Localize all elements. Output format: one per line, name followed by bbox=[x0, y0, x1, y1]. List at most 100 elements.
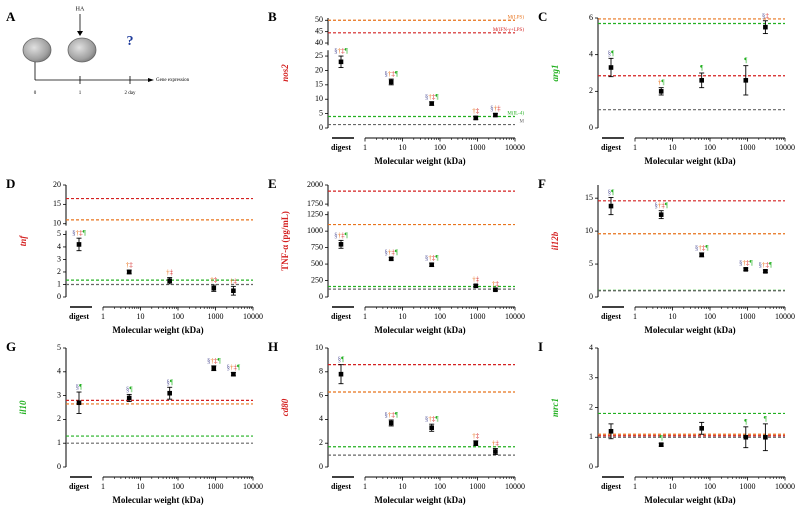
cell bbox=[67, 37, 97, 63]
significance-symbol: ¶ bbox=[435, 92, 439, 100]
significance-symbol: ¶ bbox=[217, 356, 221, 364]
point bbox=[699, 252, 704, 258]
x-tick-label: 10 bbox=[669, 482, 677, 491]
significance-symbol: ¶ bbox=[744, 56, 748, 64]
significance-symbol: ‡ bbox=[170, 268, 174, 276]
panel-a: A HA ? 0 1 2 day Gene expression bbox=[6, 6, 190, 96]
significance-symbol: ‡ bbox=[341, 47, 345, 55]
x-axis-label: Molecular weight (kDa) bbox=[644, 156, 735, 166]
point bbox=[763, 434, 768, 440]
significance: §†‡ bbox=[490, 104, 501, 112]
significance-symbol: ¶ bbox=[83, 229, 87, 237]
y-tick-label: 6 bbox=[589, 13, 593, 22]
point bbox=[658, 212, 664, 217]
point bbox=[388, 79, 394, 85]
significance-symbol: † bbox=[230, 277, 234, 285]
significance: §†‡¶ bbox=[207, 356, 222, 364]
x-tick-label: 1 bbox=[363, 143, 367, 152]
significance-symbol: † bbox=[388, 411, 392, 419]
significance: †‡ bbox=[472, 275, 480, 283]
y-tick-label: 4 bbox=[57, 367, 61, 376]
significance-symbol: † bbox=[494, 104, 498, 112]
point bbox=[743, 434, 749, 440]
y-tick-label: 250 bbox=[311, 275, 323, 284]
panel-label: F bbox=[538, 176, 546, 191]
x-tick-label: 10 bbox=[137, 312, 145, 321]
significance-symbol: ¶ bbox=[435, 415, 439, 423]
significance-symbol: ‡ bbox=[234, 363, 238, 371]
significance-symbol: ¶ bbox=[395, 411, 399, 419]
significance-symbol: § bbox=[490, 104, 494, 112]
significance-symbol: ¶ bbox=[611, 188, 615, 196]
x-tick-label: 100 bbox=[704, 482, 716, 491]
x-axis-label: Molecular weight (kDa) bbox=[374, 156, 465, 166]
arrow-head bbox=[77, 31, 83, 36]
significance: §†‡¶ bbox=[384, 248, 399, 256]
significance-symbol: § bbox=[608, 188, 612, 196]
significance: §¶ bbox=[166, 378, 174, 386]
significance: §†‡¶ bbox=[334, 231, 349, 239]
x-tick-label: 1000 bbox=[470, 482, 486, 491]
panel-label: G bbox=[6, 339, 16, 354]
significance-symbol: ‡ bbox=[497, 104, 501, 112]
y-tick-label: 15 bbox=[315, 80, 323, 89]
significance-symbol: § bbox=[384, 248, 388, 256]
significance-symbol: ¶ bbox=[611, 49, 615, 57]
y-tick-label: 10 bbox=[315, 343, 323, 352]
x-tick-label: 10 bbox=[399, 143, 407, 152]
significance-symbol: ‡ bbox=[495, 279, 499, 287]
digest-label: digest bbox=[331, 143, 351, 152]
significance-symbol: ¶ bbox=[395, 70, 399, 78]
digest-label: digest bbox=[331, 482, 351, 491]
y-tick-label: 5 bbox=[319, 108, 323, 117]
significance-symbol: § bbox=[384, 70, 388, 78]
point bbox=[76, 242, 82, 247]
significance-symbol: ‡ bbox=[702, 243, 706, 251]
significance: §†‡¶ bbox=[384, 411, 399, 419]
point bbox=[126, 269, 132, 275]
significance-symbol: ¶ bbox=[769, 261, 773, 269]
timepoint-label: 0 bbox=[34, 91, 37, 96]
x-tick-label: 10 bbox=[399, 482, 407, 491]
significance-symbol: † bbox=[742, 259, 746, 267]
y-tick-label: 1750 bbox=[307, 199, 323, 208]
y-tick-label: 4 bbox=[589, 49, 593, 58]
significance-symbol: † bbox=[210, 356, 214, 364]
x-tick-label: 10 bbox=[669, 143, 677, 152]
y-tick-label: 1250 bbox=[307, 210, 323, 219]
point bbox=[763, 269, 768, 274]
x-tick-label: 100 bbox=[434, 312, 446, 321]
x-tick-label: 10000 bbox=[775, 482, 795, 491]
significance: †‡ bbox=[492, 439, 500, 447]
significance: §†‡¶ bbox=[227, 363, 242, 371]
significance-symbol: † bbox=[210, 276, 214, 284]
significance-symbol: § bbox=[739, 259, 743, 267]
significance-symbol: ‡ bbox=[391, 70, 395, 78]
significance-symbol: † bbox=[338, 47, 342, 55]
point bbox=[429, 425, 434, 431]
significance-symbol: ¶ bbox=[345, 231, 349, 239]
significance-symbol: † bbox=[492, 279, 496, 287]
x-tick-label: 1000 bbox=[740, 482, 756, 491]
x-tick-label: 1000 bbox=[208, 482, 224, 491]
y-tick-label: 2 bbox=[319, 438, 323, 447]
x-axis-label: Molecular weight (kDa) bbox=[644, 325, 735, 335]
x-tick-label: 1000 bbox=[470, 143, 486, 152]
x-tick-label: 10000 bbox=[775, 312, 795, 321]
significance-symbol: ¶ bbox=[345, 47, 349, 55]
unknown-label: ? bbox=[127, 34, 134, 49]
y-tick-label: 6 bbox=[319, 390, 323, 399]
significance-symbol: † bbox=[492, 439, 496, 447]
digest-label: digest bbox=[601, 482, 621, 491]
significance-symbol: § bbox=[608, 49, 612, 57]
significance-symbol: † bbox=[428, 254, 432, 262]
significance-symbol: ‡ bbox=[476, 107, 480, 115]
significance: †‡ bbox=[230, 277, 238, 285]
significance-symbol: † bbox=[472, 107, 476, 115]
y-tick-label: 1 bbox=[589, 432, 593, 441]
reference-label: M(IL-4) bbox=[507, 112, 524, 117]
significance-symbol: ¶ bbox=[705, 243, 709, 251]
panel: I 0 1 2 3 4 mrc1 digest 1 10 100 1000 10000 Molecular… bbox=[538, 339, 795, 505]
y-tick-label: 4 bbox=[589, 343, 593, 352]
significance: †¶ bbox=[658, 78, 666, 86]
